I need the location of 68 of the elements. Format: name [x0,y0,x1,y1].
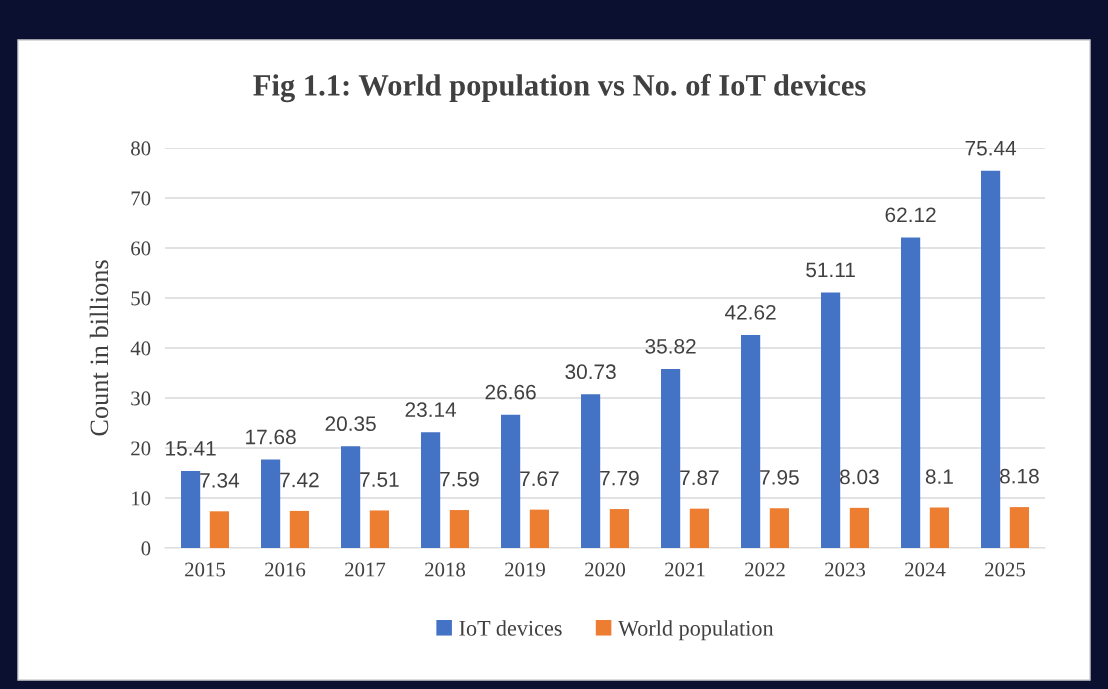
bar [849,507,869,548]
x-tick-label: 2024 [905,562,946,577]
bar [341,446,361,548]
bar [689,508,709,548]
bar [261,459,281,548]
data-label: 42.62 [725,304,776,320]
data-label: 7.59 [440,471,479,487]
bar [661,368,681,548]
bar [981,170,1001,548]
x-tick-label: 2019 [505,562,545,577]
x-tick-label: 2023 [825,562,866,577]
data-label: 20.35 [325,416,376,432]
bar [609,509,629,548]
bar [501,414,521,548]
legend-label: IoT devices [459,620,562,636]
data-label: 51.11 [806,262,855,278]
x-tick-label: 2017 [345,562,386,577]
chart-title: Fig 1.1: World population vs No. of IoT devices [253,73,866,103]
bar [1009,507,1029,548]
data-label: 7.79 [600,470,639,486]
y-tick-label: 40 [130,341,151,356]
bar [821,292,841,548]
x-tick-label: 2021 [665,562,705,577]
x-tick-label: 2025 [985,562,1026,577]
data-label: 17.68 [246,429,296,445]
bar [181,470,201,548]
x-tick-label: 2018 [425,562,466,577]
bar [769,508,789,548]
data-label: 15.41 [166,441,216,456]
y-tick-label: 0 [141,541,151,556]
data-label: 7.67 [520,471,559,487]
y-tick-label: 10 [132,491,151,506]
data-label: 30.73 [565,364,616,380]
data-label: 7.51 [360,472,399,487]
y-tick-label: 60 [131,241,151,256]
data-label: 7.87 [680,470,719,486]
legend-label: World population [618,620,774,641]
data-label: 7.42 [280,472,319,488]
data-label: 62.12 [885,207,936,223]
bar [581,394,601,548]
y-tick-label: 30 [131,391,151,406]
bar [929,507,949,548]
data-label: 8.18 [1000,468,1039,484]
y-axis-title: Count in billions [89,260,109,436]
data-label: 7.95 [760,469,799,485]
y-tick-label: 50 [131,291,151,306]
data-label: 7.34 [200,472,240,488]
y-tick-label: 70 [131,191,151,206]
data-label: 8.1 [925,469,953,484]
bar [901,237,921,548]
bar [209,511,229,548]
x-tick-label: 2022 [745,562,785,577]
x-tick-label: 2016 [265,562,306,577]
data-label: 35.82 [645,338,696,354]
x-tick-label: 2015 [185,562,226,577]
bar [741,334,761,548]
bar [529,509,549,548]
y-tick-label: 80 [131,141,151,156]
data-label: 23.14 [405,402,457,418]
data-label: 26.66 [485,384,536,400]
bar [369,510,389,548]
bar [421,432,441,548]
data-label: 75.44 [965,141,1017,156]
x-tick-label: 2020 [585,562,626,577]
bar [449,510,469,548]
data-label: 8.03 [840,469,879,485]
bar [289,510,309,548]
y-tick-label: 20 [131,441,151,456]
